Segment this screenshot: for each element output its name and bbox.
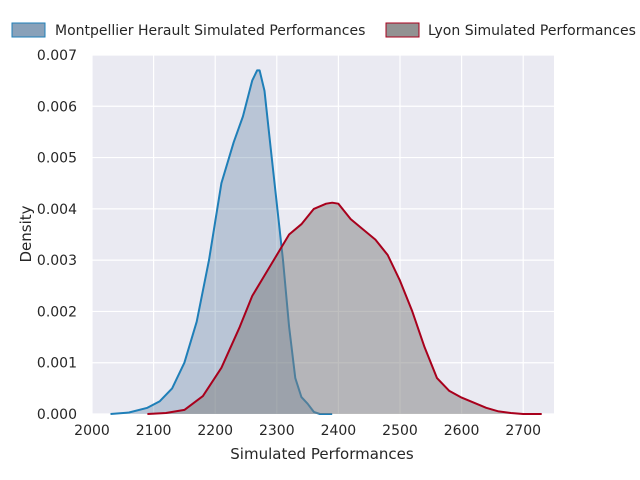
y-axis-title: Density	[17, 205, 35, 262]
x-tick-label: 2700	[505, 423, 541, 439]
y-tick-label: 0.004	[37, 202, 77, 218]
legend-swatch-montpellier	[11, 22, 46, 38]
x-tick-label: 2500	[382, 423, 418, 439]
y-axis-ticks: 0.000 0.001 0.002 0.003 0.004 0.005 0.006 0.007	[37, 48, 77, 423]
series-line-1	[147, 201, 542, 415]
y-tick-label: 0.002	[37, 304, 77, 320]
y-tick-label: 0.000	[37, 407, 77, 423]
x-tick-label: 2000	[74, 423, 110, 439]
y-tick-label: 0.006	[37, 99, 77, 115]
legend-label-lyon: Lyon Simulated Performances	[428, 23, 636, 39]
x-tick-label: 2200	[197, 423, 233, 439]
x-axis-title: Simulated Performances	[230, 445, 414, 463]
y-tick-label: 0.001	[37, 356, 77, 372]
x-tick-label: 2400	[321, 423, 357, 439]
series-area-1	[147, 202, 542, 414]
legend-swatch-lyon	[385, 22, 420, 38]
y-tick-label: 0.003	[37, 253, 77, 269]
legend: Montpellier Herault Simulated Performanc…	[11, 22, 636, 39]
x-tick-label: 2600	[444, 423, 480, 439]
y-tick-label: 0.005	[37, 151, 77, 167]
x-tick-label: 2100	[136, 423, 172, 439]
y-tick-label: 0.007	[37, 48, 77, 64]
legend-label-montpellier: Montpellier Herault Simulated Performanc…	[55, 23, 365, 39]
x-axis-ticks: 2000 2100 2200 2300 2400 2500 2600 2700	[74, 423, 541, 439]
x-tick-label: 2300	[259, 423, 295, 439]
series-layer	[110, 69, 542, 415]
